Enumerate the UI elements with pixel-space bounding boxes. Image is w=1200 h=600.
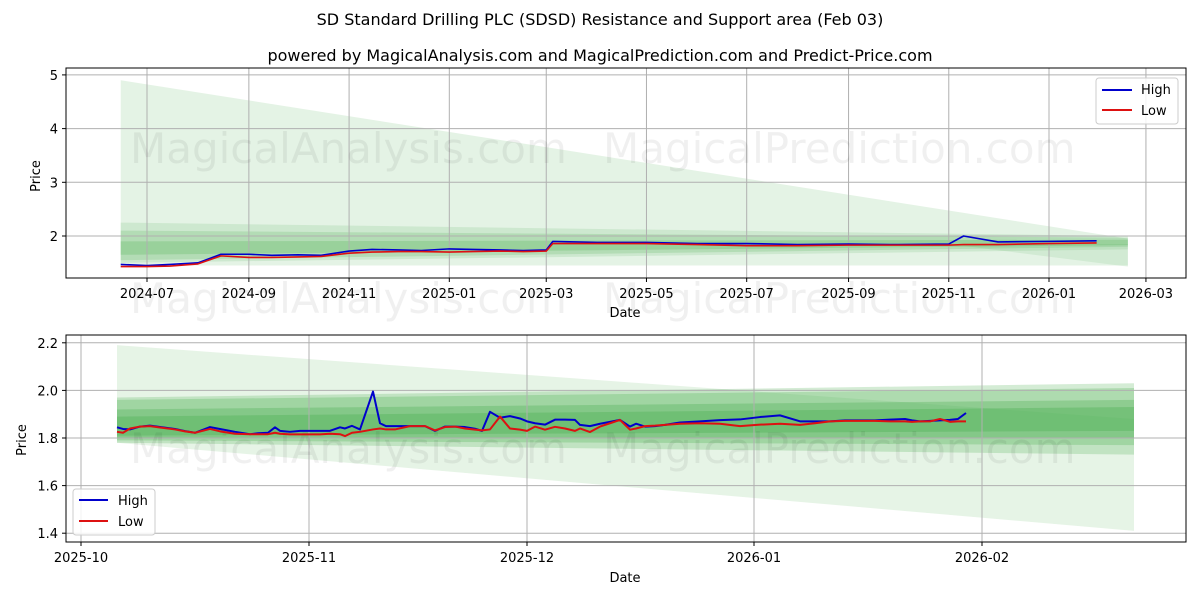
y-tick-label: 4 xyxy=(50,123,58,138)
x-tick-label: 2025-01 xyxy=(422,287,476,302)
y-tick-label: 2 xyxy=(50,230,58,245)
y-tick-label: 3 xyxy=(50,176,58,191)
watermark: MagicalAnalysis.com xyxy=(130,274,567,323)
legend-low-label: Low xyxy=(118,515,144,530)
x-tick-label: 2026-01 xyxy=(727,551,781,566)
x-tick-label: 2025-05 xyxy=(619,287,673,302)
support-band-wedge xyxy=(948,244,1128,267)
low-line xyxy=(116,415,966,438)
plot-frame xyxy=(65,67,1187,279)
x-tick-label: 2025-11 xyxy=(922,287,976,302)
x-tick-label: 2024-11 xyxy=(322,287,376,302)
low-line xyxy=(120,242,1097,268)
watermark: MagicalPrediction.com xyxy=(603,124,1076,173)
x-axis-label: Date xyxy=(609,571,640,586)
support-resistance-band xyxy=(117,388,1134,446)
top-chart: 2 3 4 5 2024-07 2024-09 2024-11 2025-01 2025-03 2… xyxy=(29,67,1187,323)
x-tick-label: 2024-09 xyxy=(222,287,276,302)
x-tick-label: 2026-01 xyxy=(1022,287,1076,302)
x-tick-label: 2025-10 xyxy=(54,551,108,566)
chart-subtitle: powered by MagicalAnalysis.com and Magic… xyxy=(267,46,933,65)
legend-high-label: High xyxy=(1141,83,1171,98)
legend: High Low xyxy=(72,488,156,536)
x-tick-label: 2025-07 xyxy=(720,287,774,302)
x-tick-label: 2026-03 xyxy=(1119,287,1173,302)
x-tick-label: 2025-09 xyxy=(821,287,875,302)
bottom-chart: 1.4 1.6 1.8 2.0 2.2 2025-10 2025-11 2025-12 2026… xyxy=(15,334,1187,586)
x-tick-label: 2025-12 xyxy=(500,551,554,566)
x-axis-label: Date xyxy=(609,306,640,321)
legend-high-label: High xyxy=(118,494,148,509)
watermark: MagicalAnalysis.com xyxy=(130,124,567,173)
plot-frame xyxy=(65,334,1187,543)
x-tick-label: 2024-07 xyxy=(120,287,174,302)
watermark: MagicalAnalysis.com xyxy=(130,424,567,473)
legend: High Low xyxy=(1095,77,1179,125)
support-resistance-band xyxy=(120,239,1128,255)
y-axis-label: Price xyxy=(15,424,30,456)
y-tick-label: 1.4 xyxy=(37,527,58,542)
x-tick-label: 2025-03 xyxy=(519,287,573,302)
y-tick-label: 2.0 xyxy=(37,384,58,399)
support-resistance-band xyxy=(117,407,1134,436)
watermark: MagicalPrediction.com xyxy=(603,424,1076,473)
support-resistance-band xyxy=(117,383,1134,455)
support-resistance-band xyxy=(117,399,1134,438)
x-tick-label: 2026-02 xyxy=(955,551,1009,566)
x-tick-label: 2025-11 xyxy=(282,551,336,566)
y-tick-label: 1.8 xyxy=(37,432,58,447)
y-tick-label: 1.6 xyxy=(37,480,58,495)
legend-low-label: Low xyxy=(1141,104,1167,119)
y-tick-label: 5 xyxy=(50,69,58,84)
chart-title: SD Standard Drilling PLC (SDSD) Resistan… xyxy=(316,10,884,29)
y-axis-label: Price xyxy=(29,160,44,192)
watermark: MagicalPrediction.com xyxy=(603,274,1076,323)
support-resistance-band xyxy=(120,80,1128,266)
y-tick-label: 2.2 xyxy=(37,337,58,352)
